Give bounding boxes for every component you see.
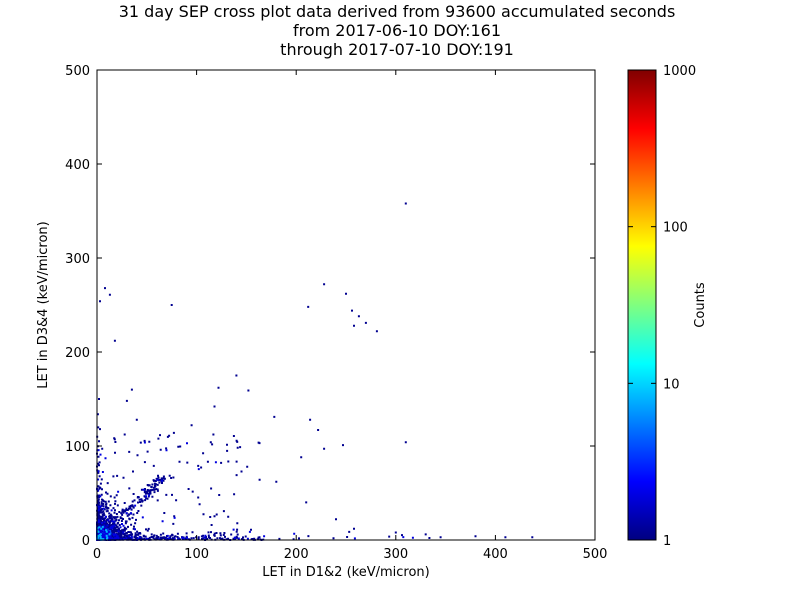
x-tick-label-200: 200	[284, 547, 309, 562]
x-tick-label-500: 500	[583, 547, 608, 562]
scatter-point-group	[96, 202, 534, 541]
axis-ticks: 0 100 200 300 400 500 0 100 200 300 400 500	[65, 64, 607, 562]
x-tick-label-300: 300	[383, 547, 408, 562]
y-tick-label-200: 200	[65, 346, 90, 361]
y-tick-label-500: 500	[65, 64, 90, 79]
y-tick-label-100: 100	[65, 440, 90, 455]
x-tick-label-100: 100	[184, 547, 209, 562]
colorbar-ticks: 1000 100 10 1	[628, 64, 696, 549]
y-tick-label-0: 0	[82, 534, 90, 549]
plot-frame	[96, 69, 596, 541]
colorbar	[627, 69, 657, 541]
scatter-point-group	[96, 441, 414, 541]
colorbar-label: Counts	[693, 282, 708, 328]
scatter-points	[96, 202, 534, 541]
plot-title-line3: through 2017-07-10 DOY:191	[280, 40, 514, 59]
colorbar-tick-label-1000: 1000	[663, 64, 696, 79]
plot-title-line1: 31 day SEP cross plot data derived from …	[119, 2, 676, 21]
colorbar-tick-label-100: 100	[663, 221, 688, 236]
y-tick-label-400: 400	[65, 158, 90, 173]
x-axis-label: LET in D1&2 (keV/micron)	[262, 565, 430, 580]
colorbar-tick-label-10: 10	[663, 377, 680, 392]
x-tick-label-400: 400	[483, 547, 508, 562]
plot-title-line2: from 2017-06-10 DOY:161	[293, 21, 501, 40]
scatter-point-group	[96, 525, 111, 541]
colorbar-tick-label-1: 1	[663, 534, 671, 549]
y-tick-label-300: 300	[65, 252, 90, 267]
y-axis-label: LET in D3&4 (keV/micron)	[36, 221, 51, 389]
x-tick-label-0: 0	[93, 547, 101, 562]
